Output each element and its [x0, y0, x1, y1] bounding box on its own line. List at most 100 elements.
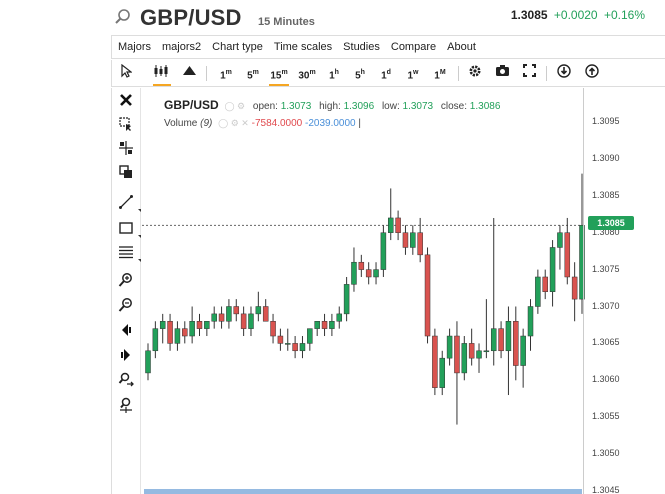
chart-area[interactable]: GBP/USD ◯ ⚙ open: 1.3073 high: 1.3096 lo…: [142, 88, 665, 494]
low-label: low:: [381, 101, 400, 112]
period-1m[interactable]: 1m: [220, 69, 232, 82]
candle: [174, 321, 181, 351]
candle: [410, 225, 416, 255]
candle: [285, 328, 291, 351]
candle: [446, 328, 453, 366]
candle: [233, 299, 240, 322]
cursor-icon[interactable]: [119, 63, 133, 82]
candle: [226, 299, 232, 329]
candle: [277, 328, 284, 351]
period-15m[interactable]: 15m: [268, 64, 290, 86]
menu-majors2[interactable]: majors2: [162, 41, 202, 53]
candle: [387, 188, 394, 241]
candle: [417, 217, 423, 263]
volume-bars: [144, 489, 582, 494]
candle: [262, 299, 269, 322]
candle: [255, 291, 262, 322]
rectangle-icon[interactable]: [118, 220, 141, 238]
menu-bar: Majors majors2 Chart type Time scales St…: [111, 35, 665, 59]
menu-studies[interactable]: Studies: [343, 41, 380, 53]
candles-icon[interactable]: [152, 64, 172, 86]
menu-majors[interactable]: Majors: [118, 41, 152, 53]
close-icon[interactable]: [118, 92, 136, 108]
y-tick-label: 1.3070: [592, 300, 620, 311]
candlestick-chart[interactable]: [142, 88, 665, 494]
low-value: 1.3073: [402, 101, 434, 112]
search-icon[interactable]: [114, 8, 132, 26]
candle: [476, 343, 482, 373]
candle: [240, 306, 247, 337]
visibility-icon[interactable]: ◯ ⚙: [224, 101, 246, 111]
candle: [505, 306, 512, 396]
candle: [314, 321, 320, 337]
separator: [546, 66, 547, 81]
period-5m[interactable]: 5m: [247, 69, 259, 82]
scroll-right-icon[interactable]: [118, 347, 136, 363]
menu-time-scales[interactable]: Time scales: [273, 41, 333, 53]
period-1h[interactable]: 1h: [329, 69, 339, 82]
symbol-title[interactable]: GBP/USD: [140, 5, 242, 30]
candle: [321, 313, 328, 337]
y-tick-label: 1.3060: [592, 374, 620, 385]
close-value: 1.3086: [469, 101, 501, 112]
volume-value-1: -7584.0000: [251, 118, 303, 129]
scroll-left-icon[interactable]: [118, 322, 136, 338]
candle: [204, 321, 210, 337]
y-tick-label: 1.3065: [592, 337, 620, 348]
volume-settings-icon[interactable]: ◯ ⚙ ✕: [218, 118, 249, 128]
candle: [564, 217, 571, 285]
interval-label: 15 Minutes: [258, 16, 315, 28]
gear-icon[interactable]: [467, 64, 483, 82]
y-tick-label: 1.3095: [592, 116, 620, 126]
volume-legend: Volume (9) ◯ ⚙ ✕ -7584.0000 -2039.0000 |: [164, 118, 361, 129]
zoom-in-icon[interactable]: [118, 272, 136, 288]
candle: [571, 262, 578, 322]
y-axis-line: [583, 88, 584, 494]
price-quote: 1.3085 +0.0020 +0.16%: [511, 8, 645, 22]
reset-zoom-icon[interactable]: [118, 372, 136, 388]
candle: [461, 336, 468, 381]
period-1w[interactable]: 1w: [407, 69, 419, 82]
open-value: 1.3073: [280, 101, 312, 112]
candle: [218, 306, 225, 329]
candle: [395, 210, 401, 241]
zoom-out-icon[interactable]: [118, 297, 136, 313]
candle: [520, 328, 526, 388]
menu-chart-type[interactable]: Chart type: [212, 41, 263, 53]
period-5h[interactable]: 5h: [355, 69, 365, 82]
copy-icon[interactable]: [118, 164, 136, 180]
trendline-icon[interactable]: [118, 194, 141, 212]
high-label: high:: [319, 101, 341, 112]
last-price: 1.3085: [510, 8, 548, 22]
price-change: +0.0020: [553, 8, 598, 22]
candle: [542, 269, 548, 300]
candle: [145, 343, 151, 381]
candle: [196, 313, 203, 337]
download-icon[interactable]: [556, 64, 572, 82]
candle: [579, 173, 585, 314]
period-30m[interactable]: 30m: [298, 69, 316, 82]
period-1M[interactable]: 1M: [434, 69, 446, 82]
zoom-select-icon[interactable]: [118, 116, 136, 132]
menu-about[interactable]: About: [447, 41, 476, 53]
candle: [292, 336, 298, 359]
fullscreen-icon[interactable]: [521, 64, 537, 82]
y-tick-label: 1.3050: [592, 448, 620, 459]
crosshair-icon[interactable]: [118, 140, 136, 156]
y-tick-label: 1.3090: [592, 152, 620, 163]
candle: [336, 306, 343, 329]
fibonacci-icon[interactable]: [118, 244, 141, 262]
period-1d[interactable]: 1d: [381, 69, 391, 82]
upload-icon[interactable]: [584, 64, 600, 82]
auto-fit-icon[interactable]: [118, 397, 136, 413]
toolbar: 1m 5m 15m 30m 1h 5h 1d 1w 1M: [111, 60, 665, 87]
menu-compare[interactable]: Compare: [390, 41, 437, 53]
open-label: open:: [252, 101, 278, 112]
candle: [270, 313, 276, 344]
y-tick-label: 1.3045: [592, 485, 620, 494]
mountain-icon[interactable]: [182, 64, 196, 82]
candle: [358, 254, 365, 277]
candle: [167, 313, 173, 351]
candle: [557, 225, 563, 270]
camera-icon[interactable]: [494, 64, 510, 82]
